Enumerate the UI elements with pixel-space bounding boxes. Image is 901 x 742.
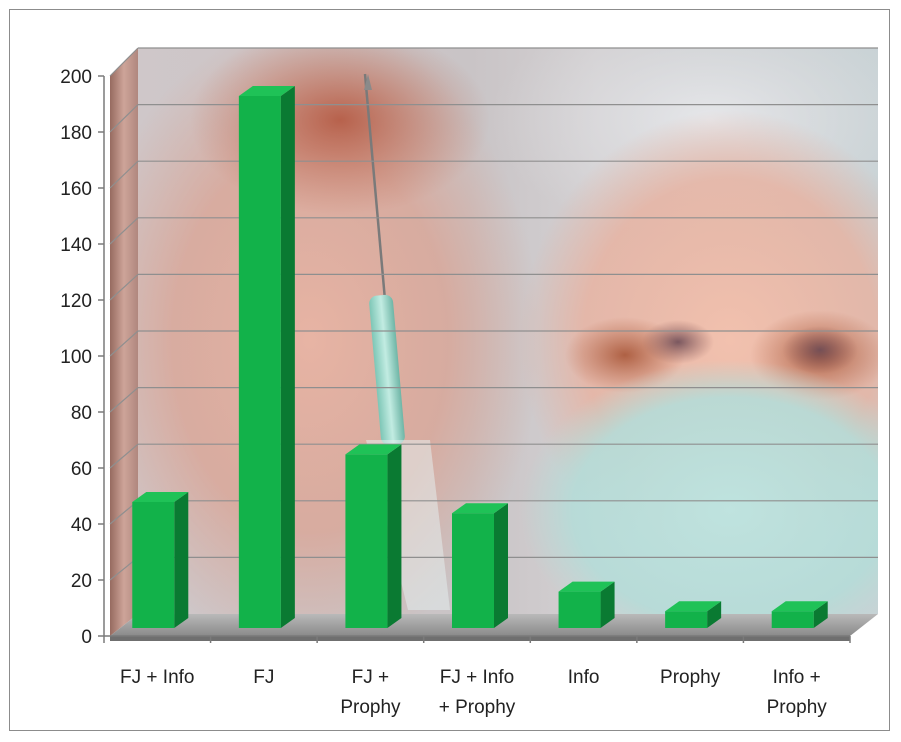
bar-side [280, 86, 295, 628]
y-tick-label: 80 [71, 403, 92, 424]
bar [132, 492, 189, 628]
y-tick-label: 120 [60, 291, 92, 312]
gridline-side [109, 217, 139, 245]
bar-side [707, 601, 722, 628]
gridline-side [109, 330, 139, 357]
bar-front [132, 502, 175, 628]
bar-top [452, 503, 508, 514]
x-tick-label: FJ [253, 667, 274, 688]
bars [132, 86, 828, 628]
y-tick-label: 180 [60, 123, 92, 144]
x-axis-ticks [103, 636, 851, 643]
bar [238, 86, 295, 628]
bar-front [238, 96, 281, 628]
bar-side [494, 503, 508, 628]
x-axis-labels: FJ + Info FJ FJ + Prophy FJ + Info + Prophy In… [120, 667, 827, 718]
bar-top [238, 86, 295, 96]
bar [665, 601, 722, 628]
y-tick-label: 200 [60, 67, 92, 88]
y-tick-label: 60 [71, 459, 92, 480]
bar [771, 601, 828, 628]
gridline-side [109, 104, 139, 133]
chart-frame: 0 20 40 60 80 100 120 140 160 180 200 FJ + Info FJ F… [9, 9, 890, 731]
x-tick-label: FJ + Info [120, 667, 194, 688]
bar-side [387, 444, 402, 628]
bar-front [665, 611, 708, 628]
bar-top [132, 492, 189, 502]
bar-top [558, 581, 615, 592]
y-tick-label: 140 [60, 235, 92, 256]
y-tick-label: 40 [71, 515, 92, 536]
bar-front [345, 454, 388, 628]
bar-front [558, 591, 601, 628]
side-wall [110, 48, 138, 636]
x-tick-label: FJ + Prophy [340, 667, 401, 718]
bar-top [345, 444, 402, 455]
bar [345, 444, 402, 628]
gridline-side [109, 47, 139, 77]
x-tick-label: Info [568, 667, 600, 688]
y-axis-ticks: 0 20 40 60 80 100 120 140 160 180 200 [60, 67, 104, 648]
x-tick-label: Info + Prophy [767, 667, 828, 718]
y-tick-label: 100 [60, 347, 92, 368]
bar [452, 503, 508, 628]
y-tick-label: 20 [71, 571, 92, 592]
bar-top [665, 601, 722, 612]
bar-side [174, 492, 189, 628]
bar-front [452, 513, 494, 628]
y-tick-label: 160 [60, 179, 92, 200]
gridline-side [109, 273, 139, 301]
bar-top [771, 601, 828, 612]
x-tick-label: Prophy [660, 667, 721, 688]
bar [558, 581, 615, 628]
gridline-side [109, 160, 139, 189]
bar-side [600, 581, 615, 628]
x-tick-label: FJ + Info + Prophy [439, 667, 516, 718]
bar-side [813, 601, 828, 628]
bar-front [771, 611, 814, 628]
y-tick-label: 0 [81, 627, 92, 648]
gridline-side [109, 387, 139, 413]
gridline-side [109, 443, 139, 469]
